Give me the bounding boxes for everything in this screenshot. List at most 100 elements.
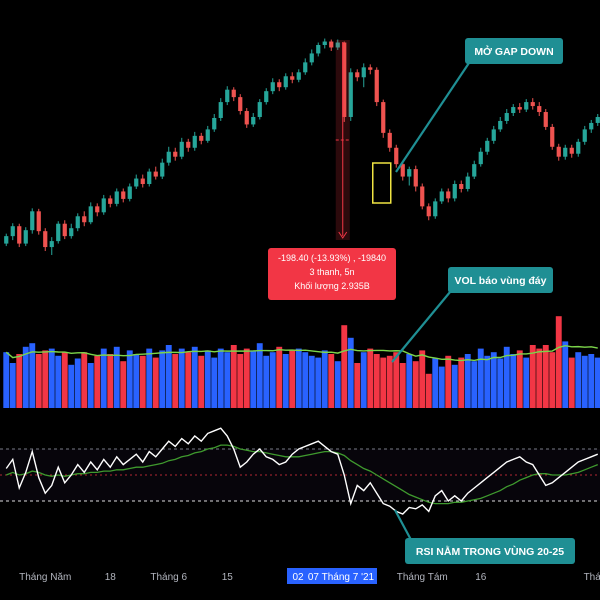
candle-body [134,178,139,187]
volume-bar [425,373,432,408]
volume-bar [81,352,88,408]
candle-body [173,151,178,157]
candle-body [212,117,217,130]
candle-body [433,201,438,217]
volume-bar [22,346,29,408]
gap-callout-text: MỞ GAP DOWN [474,45,553,58]
candle-body [322,41,327,45]
candle-body [114,191,119,204]
candle-body [329,41,334,48]
candle-body [355,72,360,78]
candle-body [101,198,106,213]
candle-body [218,102,223,118]
volume-bar [445,355,452,408]
volume-bar [16,354,23,408]
volume-bar [204,350,211,408]
measure-tooltip-line: -198.40 (-13.93%) , -19840 [278,253,386,263]
volume-bar [74,358,81,408]
volume-ma-line [5,345,598,362]
volume-bar [133,354,140,408]
rsi-callout-text: RSI NẰM TRONG VÙNG 20-25 [416,545,564,558]
candle-body [420,186,425,207]
volume-bar [542,345,549,408]
candle-body [95,206,100,213]
candle-body [316,45,321,54]
volume-bar [55,355,62,408]
volume-bar [126,350,133,408]
candle-body [296,72,301,80]
volume-bar [120,361,127,408]
candle-body [127,186,132,199]
volume-bar [490,352,497,408]
volume-bar [549,352,556,408]
x-tick-label: 15 [222,572,234,583]
volume-bar [516,350,523,408]
volume-bar [529,345,536,408]
candle-body [231,89,236,98]
rsi-ma-line [6,444,598,505]
candle-body [283,76,288,88]
candle-body [277,82,282,88]
volume-bar [29,343,36,408]
gap-highlight-box [372,162,392,204]
candle-body [179,141,184,157]
volume-bar [497,358,504,408]
volume-bar [263,355,270,408]
candle-body [147,171,152,185]
volume-bar [380,357,387,408]
gap-callout-pointer [395,50,478,173]
candle-body [368,67,373,70]
volume-bar [471,361,478,408]
volume-bar [237,354,244,408]
candle-body [576,141,581,154]
candle-body [556,146,561,157]
volume-bar [146,348,153,408]
volume-bar [510,354,517,408]
volume-bar [152,357,159,408]
volume-bar [217,348,224,408]
candle-body [290,76,295,80]
candle-body [17,226,22,244]
candle-body [251,116,256,125]
volume-bar [61,352,68,408]
measure-tooltip-line: 3 thanh, 5n [309,267,354,277]
candle-body [491,129,496,141]
candle-body [413,169,418,187]
candle-body [30,211,35,231]
volume-bar [94,355,101,408]
candle-body [426,206,431,217]
volume-bar [386,355,393,408]
candle-body [361,67,366,78]
candle-body [10,226,15,237]
candle-body [225,89,230,103]
candle-body [108,198,113,204]
volume-bar [295,348,302,408]
vol-callout-pointer [391,279,461,363]
candle-body [56,223,61,242]
volume-bar [100,348,107,408]
volume-bar [360,352,367,408]
volume-bar [594,357,600,408]
candle-body [335,42,340,48]
volume-bar [165,345,172,408]
candle-body [478,151,483,165]
volume-bar [419,350,426,408]
candle-body [439,191,444,202]
volume-bar [575,352,582,408]
volume-bar [211,357,218,408]
volume-bar [399,363,406,408]
x-highlight-box [287,568,377,584]
volume-bar [230,345,237,408]
candle-body [36,211,41,232]
volume-bar [503,346,510,408]
volume-bar [321,350,328,408]
volume-bar [464,354,471,408]
volume-bar [87,363,94,408]
volume-bar [451,364,458,408]
candle-body [530,102,535,107]
volume-bar [555,316,562,408]
candle-body [524,102,529,110]
candle-body [49,241,54,248]
